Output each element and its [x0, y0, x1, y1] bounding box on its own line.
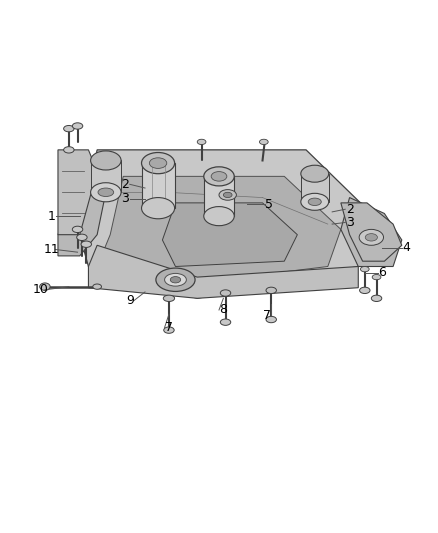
Ellipse shape: [64, 125, 74, 132]
Ellipse shape: [220, 319, 231, 325]
Ellipse shape: [91, 183, 121, 202]
Ellipse shape: [163, 295, 175, 302]
Polygon shape: [341, 203, 402, 261]
Polygon shape: [162, 203, 297, 266]
Text: 2: 2: [121, 178, 129, 191]
Polygon shape: [341, 198, 402, 266]
Polygon shape: [204, 176, 234, 216]
Text: 2: 2: [346, 203, 353, 216]
Ellipse shape: [164, 327, 174, 333]
Text: 9: 9: [126, 294, 134, 307]
Ellipse shape: [308, 198, 321, 206]
Ellipse shape: [220, 290, 231, 296]
Ellipse shape: [81, 241, 92, 247]
Text: 3: 3: [346, 216, 353, 229]
Ellipse shape: [40, 283, 50, 290]
Ellipse shape: [98, 188, 114, 197]
Text: 8: 8: [219, 303, 227, 317]
Ellipse shape: [223, 192, 232, 198]
Polygon shape: [88, 245, 358, 298]
Polygon shape: [102, 176, 341, 282]
Polygon shape: [58, 171, 110, 256]
Ellipse shape: [301, 165, 328, 182]
Ellipse shape: [93, 284, 102, 289]
Ellipse shape: [219, 190, 237, 200]
Text: 6: 6: [378, 266, 386, 279]
Ellipse shape: [149, 158, 167, 168]
Ellipse shape: [372, 274, 381, 280]
Ellipse shape: [72, 123, 83, 129]
Text: 4: 4: [402, 241, 410, 254]
Text: 3: 3: [121, 192, 129, 205]
Ellipse shape: [91, 151, 121, 170]
Polygon shape: [301, 174, 328, 202]
Ellipse shape: [301, 193, 328, 211]
Ellipse shape: [141, 152, 175, 174]
Ellipse shape: [360, 266, 369, 272]
Ellipse shape: [170, 277, 181, 283]
Text: 10: 10: [32, 284, 49, 296]
Ellipse shape: [204, 207, 234, 225]
Ellipse shape: [360, 287, 370, 294]
Text: 7: 7: [263, 309, 271, 322]
Polygon shape: [141, 163, 175, 208]
Ellipse shape: [266, 287, 276, 294]
Text: 1: 1: [47, 209, 55, 223]
Text: 11: 11: [43, 243, 59, 256]
Text: 7: 7: [165, 321, 173, 334]
Ellipse shape: [77, 234, 87, 240]
Polygon shape: [91, 160, 121, 192]
Polygon shape: [80, 150, 371, 298]
Ellipse shape: [72, 226, 83, 232]
Ellipse shape: [141, 198, 175, 219]
Ellipse shape: [371, 295, 382, 302]
Text: 5: 5: [265, 198, 273, 211]
Ellipse shape: [211, 172, 227, 181]
Ellipse shape: [365, 233, 378, 241]
Ellipse shape: [197, 139, 206, 144]
Ellipse shape: [266, 317, 276, 322]
Polygon shape: [58, 150, 97, 235]
Ellipse shape: [359, 229, 384, 245]
Ellipse shape: [259, 139, 268, 144]
Ellipse shape: [204, 167, 234, 186]
Ellipse shape: [156, 268, 195, 292]
Ellipse shape: [165, 273, 186, 286]
Ellipse shape: [64, 147, 74, 153]
